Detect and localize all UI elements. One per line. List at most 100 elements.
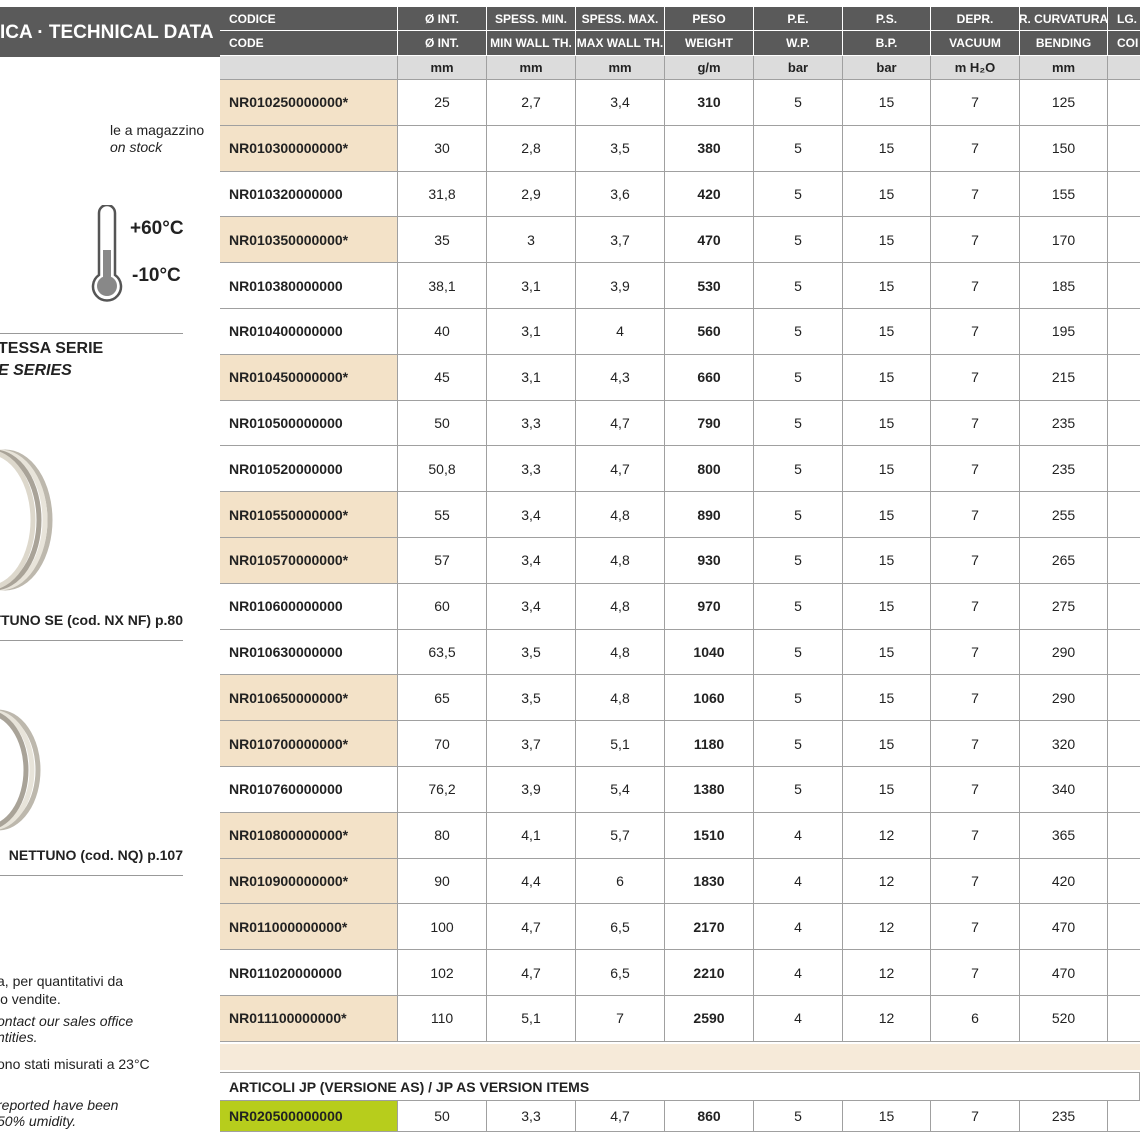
value-cell: 15	[843, 80, 931, 126]
value-cell: 5	[754, 217, 843, 264]
value-cell	[1108, 446, 1140, 493]
value-cell: 15	[843, 400, 931, 447]
code-cell: NR010380000000	[220, 263, 398, 309]
value-cell: 7	[931, 217, 1020, 264]
code-cell: NR010450000000*	[220, 354, 398, 401]
value-cell: 6	[576, 858, 665, 905]
value-cell: 530	[665, 263, 754, 309]
value-cell: 15	[843, 263, 931, 309]
value-cell: 5,7	[576, 812, 665, 859]
value-cell: 100	[398, 904, 487, 951]
value-cell: 150	[1020, 125, 1108, 172]
value-cell: 7	[931, 904, 1020, 951]
unit: mm	[398, 56, 487, 80]
note-it: a, per quantitativi da	[0, 973, 124, 989]
value-cell: 860	[665, 1101, 754, 1132]
value-cell: 7	[931, 721, 1020, 767]
value-cell: 470	[1020, 950, 1108, 996]
value-cell: 45	[398, 354, 487, 401]
value-cell: 30	[398, 125, 487, 172]
value-cell: 5,1	[487, 996, 576, 1042]
value-cell: 5	[754, 629, 843, 676]
title-band	[0, 7, 220, 57]
value-cell: 6	[931, 996, 1020, 1042]
value-cell: 5	[754, 309, 843, 355]
code-cell: NR010800000000*	[220, 812, 398, 859]
value-cell: 15	[843, 767, 931, 813]
value-cell	[1108, 355, 1140, 401]
value-cell: 1040	[665, 629, 754, 676]
value-cell: 185	[1020, 263, 1108, 309]
value-cell: 12	[843, 858, 931, 905]
value-cell	[1108, 904, 1140, 951]
value-cell: 4	[754, 858, 843, 905]
value-cell: 5	[754, 446, 843, 493]
header-it: SPESS. MIN.	[487, 7, 576, 31]
value-cell: 7	[931, 400, 1020, 447]
value-cell: 38,1	[398, 263, 487, 309]
value-cell	[1108, 492, 1140, 538]
value-cell: 7	[931, 675, 1020, 722]
value-cell: 4,8	[576, 675, 665, 722]
value-cell: 5	[754, 263, 843, 309]
value-cell: 3,4	[487, 538, 576, 584]
value-cell	[1108, 172, 1140, 218]
value-cell	[1108, 630, 1140, 676]
value-cell: 15	[843, 446, 931, 493]
value-cell: 4,8	[576, 492, 665, 538]
code-cell: NR010400000000	[220, 309, 398, 355]
value-cell: 290	[1020, 675, 1108, 722]
value-cell: 1510	[665, 812, 754, 859]
value-cell: 7	[931, 446, 1020, 493]
link-nettuno-se[interactable]: TTUNO SE (cod. NX NF) p.80	[0, 612, 183, 628]
value-cell: 50	[398, 1101, 487, 1132]
value-cell: 4,7	[576, 446, 665, 493]
value-cell: 4	[576, 309, 665, 355]
value-cell: 470	[665, 217, 754, 264]
value-cell: 1380	[665, 767, 754, 813]
value-cell: 4,8	[576, 629, 665, 676]
value-cell: 15	[843, 492, 931, 538]
value-cell: 5	[754, 125, 843, 172]
code-cell: NR010900000000*	[220, 858, 398, 905]
value-cell: 235	[1020, 400, 1108, 447]
value-cell: 7	[931, 80, 1020, 126]
value-cell: 3,3	[487, 1101, 576, 1132]
header-en: BENDING	[1020, 31, 1108, 56]
link-nettuno[interactable]: NETTUNO (cod. NQ) p.107	[8, 847, 183, 863]
value-cell: 2590	[665, 996, 754, 1042]
value-cell: 340	[1020, 767, 1108, 813]
value-cell: 3	[487, 217, 576, 264]
value-cell: 560	[665, 309, 754, 355]
header-en: VACUUM	[931, 31, 1020, 56]
code-cell: NR010570000000*	[220, 538, 398, 584]
note-it: io vendite.	[0, 991, 61, 1007]
unit: bar	[843, 56, 931, 80]
code-cell: NR011100000000*	[220, 996, 398, 1042]
unit-cell	[1108, 56, 1140, 80]
value-cell: 420	[1020, 858, 1108, 905]
value-cell: 5	[754, 675, 843, 722]
value-cell: 7	[931, 583, 1020, 630]
value-cell: 3,4	[487, 492, 576, 538]
value-cell: 3,5	[487, 675, 576, 722]
value-cell: 195	[1020, 309, 1108, 355]
value-cell: 2,9	[487, 171, 576, 218]
value-cell: 7	[931, 171, 1020, 218]
header-en: B.P.	[843, 31, 931, 56]
value-cell: 4,8	[576, 583, 665, 630]
unit: m H₂O	[931, 56, 1020, 80]
value-cell: 55	[398, 492, 487, 538]
value-cell: 3,1	[487, 309, 576, 355]
value-cell: 15	[843, 629, 931, 676]
header-en: WEIGHT	[665, 31, 754, 56]
value-cell: 310	[665, 80, 754, 126]
value-cell: 970	[665, 583, 754, 630]
value-cell: 7	[931, 354, 1020, 401]
value-cell	[1108, 126, 1140, 172]
value-cell: 3,7	[487, 721, 576, 767]
value-cell	[1108, 996, 1140, 1042]
note-en: ontact our sales office	[0, 1013, 134, 1029]
value-cell: 12	[843, 950, 931, 996]
value-cell: 7	[931, 538, 1020, 584]
